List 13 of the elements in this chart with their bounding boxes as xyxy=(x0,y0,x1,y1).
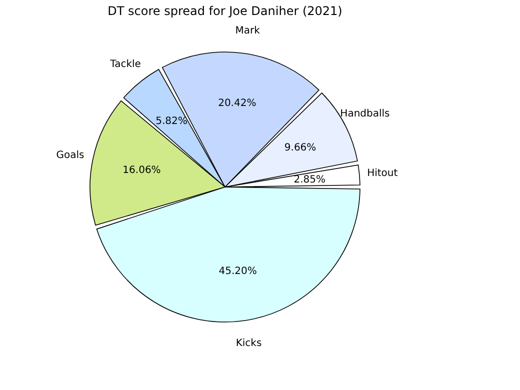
slice-label: Tackle xyxy=(109,59,141,70)
data-label: 16.06% xyxy=(122,164,161,176)
data-label: 45.20% xyxy=(218,266,257,278)
slice-label: Handballs xyxy=(340,108,390,120)
slice-label: Mark xyxy=(235,26,260,37)
data-label: 9.66% xyxy=(284,142,316,154)
data-label: 2.85% xyxy=(294,174,326,186)
slice-label: Kicks xyxy=(236,338,262,350)
slice-label: Hitout xyxy=(367,168,398,179)
slice-label: Goals xyxy=(56,150,84,162)
data-label: 5.82% xyxy=(156,116,188,127)
data-label: 20.42% xyxy=(218,98,256,109)
chart-title: DT score spread for Joe Daniher (2021) xyxy=(108,4,342,18)
